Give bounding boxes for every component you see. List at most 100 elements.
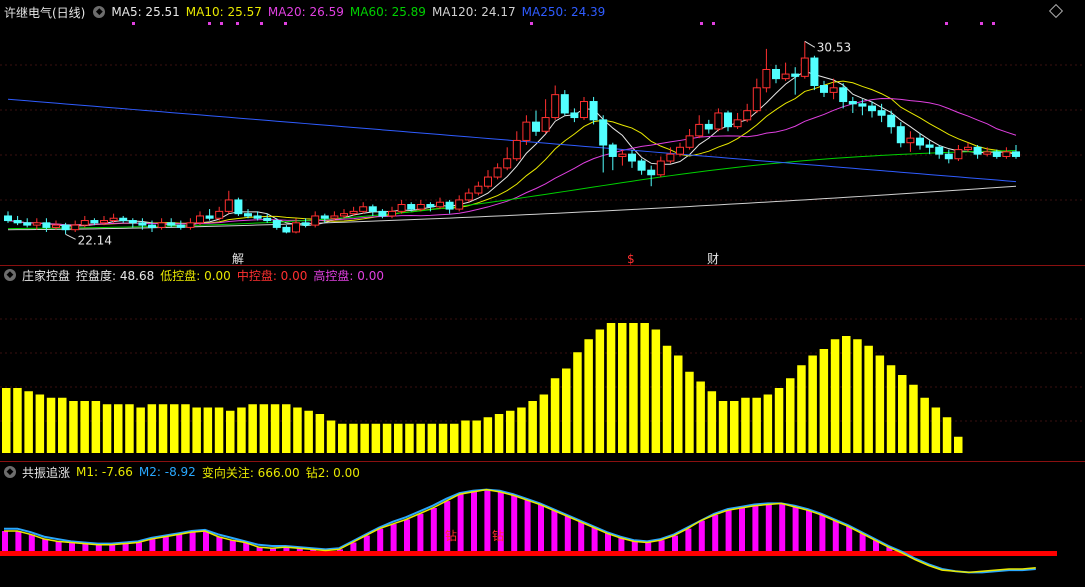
control-bar <box>360 423 369 453</box>
ma60-line <box>7 149 1017 230</box>
control-bar <box>662 345 672 453</box>
control-bar <box>483 417 493 453</box>
candle-up <box>52 224 60 228</box>
candle-up <box>215 210 224 219</box>
control-bar <box>80 401 89 453</box>
control-bar <box>808 355 817 453</box>
candle-down <box>848 101 857 105</box>
momentum-bar <box>176 534 183 554</box>
drill2-label: 钻2: 0.00 <box>305 465 360 480</box>
candle-down <box>791 73 800 77</box>
ma20-label: MA20: 26.59 <box>267 5 344 19</box>
control-bar <box>170 404 179 453</box>
main-chart-header: 许继电气(日线) ◆ MA5: 25.51 MA10: 25.57 MA20: … <box>0 2 1085 22</box>
candle-down <box>724 112 732 128</box>
panel3-circle-icon[interactable]: ◆ <box>4 466 16 478</box>
momentum-bar <box>591 527 598 554</box>
candle-down <box>992 151 1001 157</box>
control-bar <box>13 388 22 453</box>
momentum-bar <box>28 534 35 554</box>
ma10-label: MA10: 25.57 <box>185 5 262 19</box>
baseline-bar <box>0 551 1057 556</box>
candle-up <box>522 121 531 141</box>
panel2-circle-icon[interactable]: ◆ <box>4 269 16 281</box>
control-bar <box>192 407 201 453</box>
candle-up <box>800 57 809 77</box>
candle-down <box>589 101 598 121</box>
candle-down <box>368 206 377 212</box>
momentum-bar <box>832 520 839 554</box>
ma10-line <box>7 80 1017 226</box>
control-bar <box>214 407 224 453</box>
candle-down <box>445 201 454 210</box>
candle-up <box>340 213 348 217</box>
m1-label: M1: -7.66 <box>76 465 133 479</box>
control-bar <box>349 423 358 453</box>
candle-down <box>4 215 12 222</box>
signal-dot <box>700 22 703 25</box>
candle-up <box>359 206 368 212</box>
candle-down <box>13 220 22 224</box>
momentum-bar <box>779 503 786 554</box>
direction-label: 变向关注: 666.00 <box>201 465 300 480</box>
signal-dot <box>945 22 948 25</box>
momentum-bar <box>792 506 799 554</box>
low-price-label: 22.14 <box>78 233 112 247</box>
control-bar <box>618 323 627 453</box>
m2-label: M2: -8.92 <box>138 465 196 479</box>
candle-up <box>714 112 723 130</box>
momentum-bar <box>564 516 571 554</box>
candle-down <box>407 204 416 210</box>
momentum-bar <box>203 531 209 554</box>
momentum-bar <box>578 521 585 554</box>
control-bar <box>517 407 526 453</box>
candle-down <box>42 222 51 228</box>
candle-down <box>176 224 185 228</box>
candle-down <box>282 226 291 233</box>
control-bar <box>707 391 717 453</box>
control-bar <box>91 401 101 453</box>
candle-down <box>637 160 646 171</box>
momentum-bar <box>538 504 544 554</box>
control-bar <box>338 423 347 453</box>
candle-up <box>829 87 838 93</box>
momentum-bar <box>511 495 518 554</box>
control-bar <box>573 352 582 453</box>
momentum-bar <box>645 542 652 554</box>
stock-title: 许继电气(日线) <box>4 5 86 20</box>
candle-down <box>167 222 176 226</box>
control-bar <box>640 323 649 453</box>
candle-up <box>80 220 89 226</box>
control-bar <box>864 345 873 453</box>
candle-down <box>1012 151 1020 157</box>
m2-line <box>4 488 1036 574</box>
control-bar <box>416 423 425 453</box>
candle-up <box>397 204 406 212</box>
signal-dot <box>284 22 287 25</box>
candle-up <box>464 192 473 201</box>
candle-down <box>877 110 886 116</box>
candle-down <box>858 103 867 107</box>
settings-circle-icon[interactable]: ◆ <box>93 6 106 18</box>
candle-down <box>820 85 828 93</box>
momentum-bar <box>42 539 49 554</box>
ma250-label: MA250: 24.39 <box>521 5 606 19</box>
control-bar <box>58 397 67 453</box>
control-bar <box>181 404 190 453</box>
panel2-header: ◆ 庄家控盘 控盘度: 48.68 低控盘: 0.00 中控盘: 0.00 高控… <box>0 265 1085 285</box>
candle-down <box>944 153 953 160</box>
momentum-bar <box>658 540 665 554</box>
control-bar <box>730 401 739 453</box>
control-bar <box>427 423 437 453</box>
candle-down <box>426 204 435 208</box>
momentum-bar <box>739 508 745 554</box>
resonance-chart: 钻钻 <box>0 488 1057 574</box>
control-bar <box>114 404 123 453</box>
candle-up <box>311 215 320 226</box>
control-bar <box>875 355 885 453</box>
momentum-bar <box>283 547 290 554</box>
panel2-title: 庄家控盘 <box>22 268 71 283</box>
control-bar <box>102 404 112 453</box>
candle-down <box>90 220 99 224</box>
candle-up <box>695 123 704 137</box>
